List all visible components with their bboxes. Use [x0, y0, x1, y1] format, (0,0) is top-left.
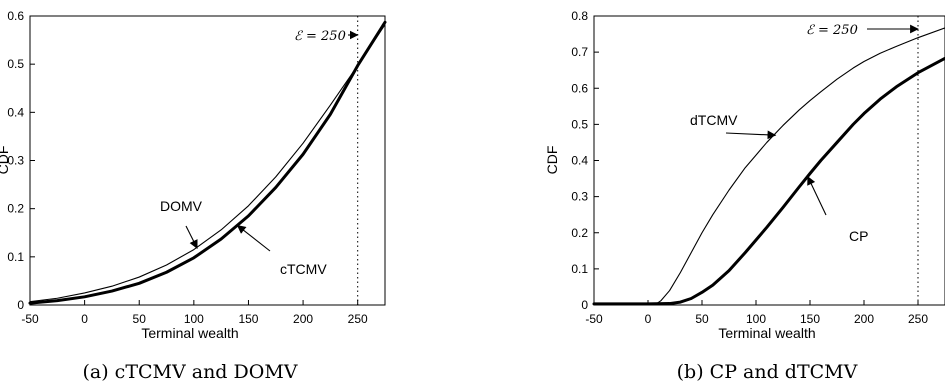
series-line-ctcmv — [28, 20, 387, 305]
x-tick-label: 50 — [695, 312, 709, 326]
y-tick-label: 0.4 — [571, 154, 588, 168]
y-tick-label: 0.1 — [7, 250, 24, 264]
annotation-label-cp: CP — [849, 228, 868, 244]
x-tick-label: 0 — [645, 312, 652, 326]
x-tick-label: 0 — [81, 312, 88, 326]
y-tick-label: 0.2 — [7, 202, 24, 216]
annotation-arrow-dtcmv — [725, 130, 777, 140]
x-tick-label: 100 — [746, 312, 766, 326]
y-tick-label: 0.5 — [7, 57, 24, 71]
x-tick-label: 250 — [908, 312, 928, 326]
chart-caption: (b) CP and dTCMV — [677, 361, 858, 383]
y-tick-label: 0.2 — [571, 226, 588, 240]
annotation-arrow-cp — [807, 175, 827, 216]
x-axis-label: Terminal wealth — [718, 325, 815, 341]
x-axis-label: Terminal wealth — [141, 325, 238, 341]
x-tick-label: 100 — [184, 312, 204, 326]
chart-caption: (a) cTCMV and DOMV — [82, 361, 297, 383]
x-tick-label: 250 — [348, 312, 368, 326]
annotation-label-ctcmv: cTCMV — [280, 261, 327, 277]
y-tick-label: 0.6 — [7, 9, 24, 23]
annotation-label-domv: DOMV — [160, 198, 203, 214]
y-tick-label: 0.6 — [571, 81, 588, 95]
y-tick-label: 0.5 — [571, 117, 588, 131]
y-tick-label: 0 — [581, 298, 588, 312]
threshold-annotation-label: ℰ = 250 — [806, 23, 858, 38]
x-tick-label: 200 — [854, 312, 874, 326]
x-tick-label: 50 — [133, 312, 147, 326]
y-axis-label: CDF — [544, 146, 560, 175]
plot-area-frame — [593, 15, 945, 306]
x-tick-label: -50 — [585, 312, 603, 326]
threshold-annotation-label: ℰ = 250 — [294, 29, 346, 44]
series-line-dtcmv — [593, 27, 945, 305]
y-tick-label: 0.3 — [7, 154, 24, 168]
y-tick-label: 0.8 — [571, 9, 588, 23]
y-tick-label: 0.7 — [571, 45, 588, 59]
annotation-arrow-domv — [185, 225, 198, 249]
y-tick-label: 0 — [17, 298, 24, 312]
annotation-label-dtcmv: dTCMV — [690, 112, 738, 128]
y-tick-label: 0.4 — [7, 105, 24, 119]
plot-area-frame — [29, 15, 386, 306]
x-tick-label: 150 — [800, 312, 820, 326]
annotation-arrow-ctcmv — [236, 224, 271, 252]
series-line-domv — [29, 24, 386, 303]
x-tick-label: 150 — [238, 312, 258, 326]
x-tick-label: 200 — [293, 312, 313, 326]
y-tick-label: 0.1 — [571, 262, 588, 276]
series-line-cp — [592, 56, 945, 306]
x-tick-label: -50 — [21, 312, 39, 326]
y-tick-label: 0.3 — [571, 190, 588, 204]
y-axis-label: CDF — [0, 146, 11, 175]
